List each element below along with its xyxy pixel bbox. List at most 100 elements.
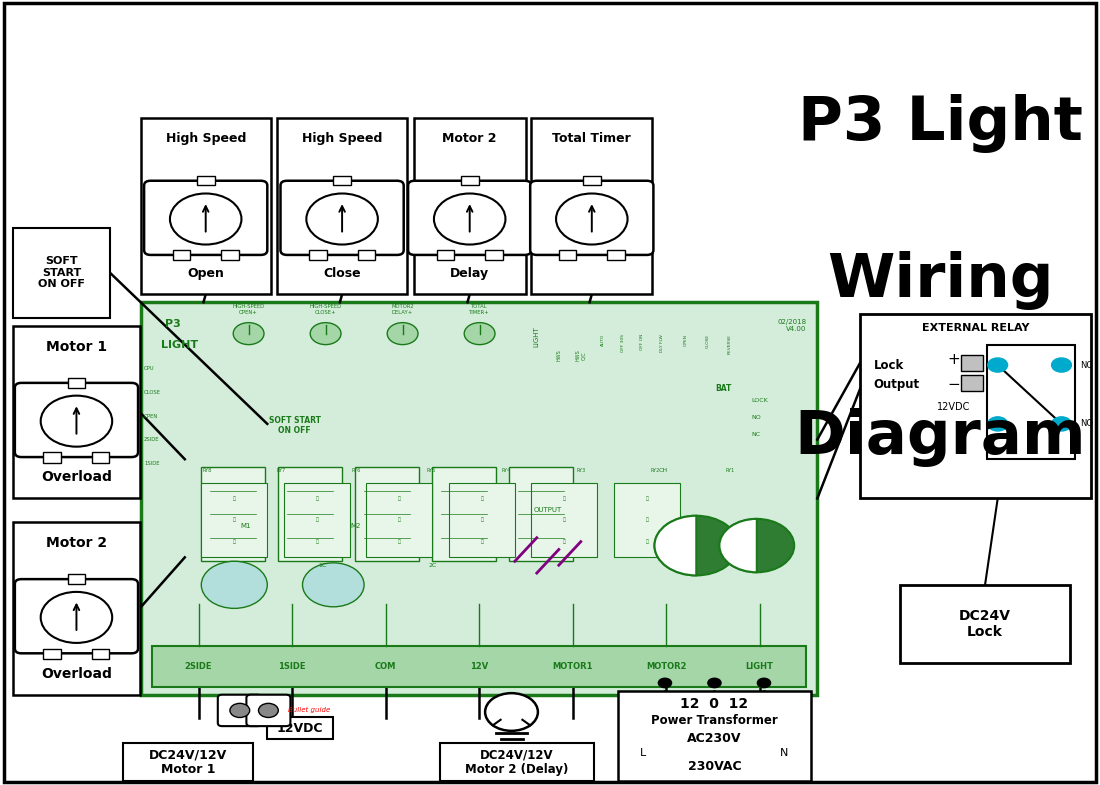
Circle shape	[1052, 358, 1071, 372]
Text: Output: Output	[873, 378, 920, 391]
Circle shape	[708, 678, 722, 688]
Text: ก: ก	[481, 496, 483, 501]
Text: P3: P3	[165, 319, 180, 330]
Text: ก: ก	[233, 517, 235, 522]
Text: REVERSE: REVERSE	[727, 334, 732, 353]
Text: CPU: CPU	[144, 367, 155, 371]
FancyBboxPatch shape	[961, 375, 983, 391]
Text: Diagram: Diagram	[794, 408, 1087, 467]
FancyBboxPatch shape	[358, 250, 375, 261]
Text: OUTPUT: OUTPUT	[534, 507, 562, 513]
Text: 12  0  12: 12 0 12	[681, 697, 748, 711]
FancyBboxPatch shape	[91, 452, 109, 462]
Text: CLOSE: CLOSE	[144, 390, 161, 395]
Wedge shape	[654, 516, 696, 575]
Circle shape	[1052, 417, 1071, 431]
Text: NC: NC	[751, 433, 760, 437]
FancyBboxPatch shape	[152, 646, 806, 687]
FancyBboxPatch shape	[267, 717, 333, 739]
FancyBboxPatch shape	[900, 585, 1070, 663]
FancyBboxPatch shape	[366, 483, 432, 557]
FancyBboxPatch shape	[141, 118, 271, 294]
Text: ก: ก	[398, 517, 400, 522]
FancyBboxPatch shape	[531, 118, 652, 294]
FancyBboxPatch shape	[509, 467, 573, 561]
Circle shape	[433, 193, 505, 245]
Text: RY3: RY3	[576, 469, 585, 473]
FancyBboxPatch shape	[531, 483, 597, 557]
Text: M1: M1	[240, 523, 251, 529]
FancyBboxPatch shape	[15, 579, 139, 653]
Text: L: L	[640, 748, 647, 758]
Text: HIGH-SPEED
OPEN+: HIGH-SPEED OPEN+	[232, 304, 265, 315]
Text: OFF 30S: OFF 30S	[620, 334, 625, 352]
FancyBboxPatch shape	[437, 250, 454, 261]
Text: MOTOR2: MOTOR2	[646, 662, 686, 671]
Text: 2SIDE: 2SIDE	[144, 437, 159, 442]
Text: COM: COM	[375, 662, 396, 671]
Text: BAT: BAT	[716, 384, 732, 393]
Text: DC24V/12V
Motor 1: DC24V/12V Motor 1	[148, 748, 228, 776]
Text: ก: ก	[233, 539, 235, 544]
Text: ก: ก	[646, 539, 648, 544]
Text: ก: ก	[316, 496, 318, 501]
Text: ก: ก	[398, 496, 400, 501]
Text: HWS: HWS	[557, 349, 561, 361]
FancyBboxPatch shape	[15, 383, 139, 457]
Text: CH: CH	[659, 469, 668, 473]
FancyBboxPatch shape	[284, 483, 350, 557]
Text: High Speed: High Speed	[165, 132, 246, 145]
FancyBboxPatch shape	[309, 250, 327, 261]
Circle shape	[306, 193, 378, 245]
Text: 230VAC: 230VAC	[688, 760, 741, 773]
Wedge shape	[719, 519, 757, 572]
Text: ก: ก	[563, 496, 565, 501]
Text: OFF ON: OFF ON	[640, 334, 645, 350]
FancyBboxPatch shape	[173, 250, 190, 261]
Text: 1SIDE: 1SIDE	[144, 461, 159, 466]
FancyBboxPatch shape	[13, 326, 140, 498]
Text: High Speed: High Speed	[301, 132, 383, 145]
FancyBboxPatch shape	[123, 743, 253, 781]
Text: LOCK: LOCK	[751, 398, 768, 403]
Text: ก: ก	[646, 496, 648, 501]
FancyBboxPatch shape	[614, 483, 680, 557]
Text: RY1: RY1	[726, 469, 735, 473]
Text: 12VDC: 12VDC	[277, 722, 323, 735]
FancyBboxPatch shape	[13, 522, 140, 695]
Circle shape	[988, 358, 1008, 372]
FancyBboxPatch shape	[277, 118, 407, 294]
Text: NO: NO	[1080, 419, 1093, 429]
Circle shape	[485, 693, 538, 731]
Text: NO: NO	[751, 415, 761, 420]
Circle shape	[201, 561, 267, 608]
Text: NC: NC	[1080, 360, 1092, 370]
FancyBboxPatch shape	[280, 181, 404, 255]
FancyBboxPatch shape	[201, 483, 267, 557]
FancyBboxPatch shape	[987, 345, 1075, 459]
Text: LIGHT: LIGHT	[161, 340, 198, 350]
Circle shape	[169, 193, 242, 245]
Text: LIGHT: LIGHT	[746, 662, 773, 671]
Circle shape	[464, 323, 495, 345]
FancyBboxPatch shape	[607, 250, 625, 261]
Text: OPEN: OPEN	[144, 414, 158, 418]
Text: HWS
O/C: HWS O/C	[575, 349, 586, 361]
FancyBboxPatch shape	[440, 743, 594, 781]
Text: 2C: 2C	[428, 563, 437, 568]
Text: Overload: Overload	[41, 470, 112, 484]
FancyBboxPatch shape	[44, 452, 62, 462]
Circle shape	[230, 703, 250, 717]
Text: −: −	[947, 377, 960, 392]
Text: DC24V
Lock: DC24V Lock	[959, 609, 1011, 639]
FancyBboxPatch shape	[91, 648, 109, 659]
Text: Power Transformer: Power Transformer	[651, 714, 778, 728]
Text: RY7: RY7	[277, 469, 286, 473]
Text: Lock: Lock	[873, 359, 904, 371]
Text: RY5: RY5	[427, 469, 436, 473]
Text: ก: ก	[481, 517, 483, 522]
Text: ก: ก	[563, 539, 565, 544]
Circle shape	[557, 193, 627, 245]
Text: 1C: 1C	[318, 563, 327, 568]
FancyBboxPatch shape	[144, 181, 267, 255]
